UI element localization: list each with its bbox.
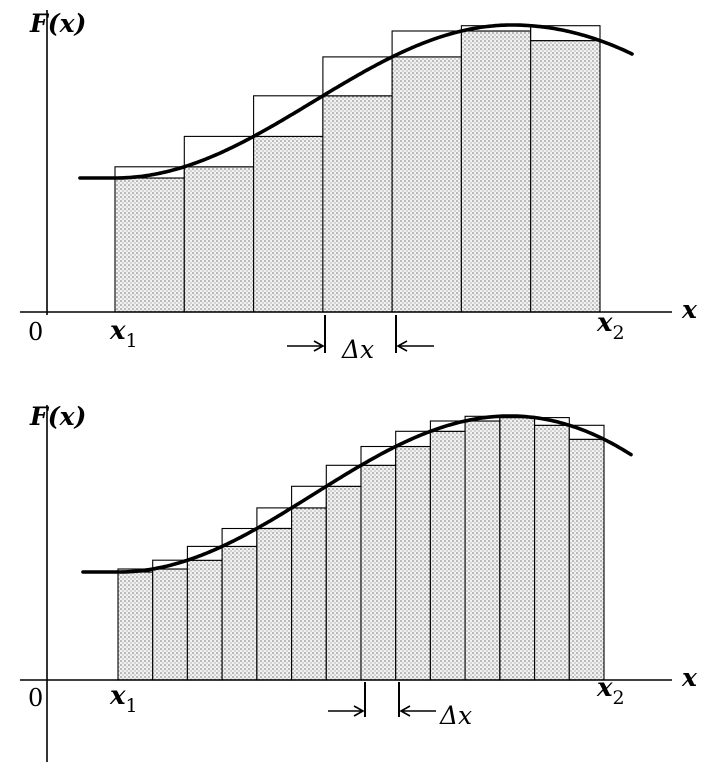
- top-rectangle-3: [253, 135, 324, 313]
- bottom-function-label: F(x): [29, 402, 86, 431]
- top-rectangle-5: [391, 56, 462, 313]
- bottom-left-arrow: [328, 705, 365, 717]
- bottom-rectangle-12: [499, 417, 536, 681]
- top-x2-label: x2: [596, 308, 625, 344]
- bottom-delta-x-label: Δx: [439, 701, 472, 730]
- bottom-rectangle-2: [152, 568, 188, 681]
- top-delta-x-marker: Δx: [287, 315, 434, 364]
- bottom-rectangle-14: [568, 438, 605, 681]
- top-rectangle-1: [114, 177, 185, 313]
- top-delta-x-label: Δx: [341, 335, 374, 364]
- top-bars: [114, 25, 601, 313]
- top-left-arrow: [287, 340, 325, 352]
- bottom-rectangle-4: [221, 545, 258, 681]
- bottom-rectangle-7: [325, 485, 362, 681]
- bottom-rectangle-6: [291, 507, 327, 681]
- bottom-x2-label: x2: [596, 673, 625, 709]
- bottom-rectangle-11: [464, 420, 501, 681]
- bottom-rectangle-10: [429, 430, 466, 681]
- top-x1-label: x1: [109, 316, 138, 352]
- bottom-rectangle-3: [186, 559, 223, 681]
- top-function-curve: [78, 23, 634, 180]
- bottom-panel: F(x) x 0 x1 x2 Δx: [20, 402, 698, 762]
- top-x-axis-label: x: [681, 295, 698, 324]
- bottom-x1-label: x1: [109, 681, 138, 717]
- top-origin-label: 0: [28, 318, 43, 346]
- bottom-rectangle-13: [534, 424, 570, 681]
- top-right-arrow: [396, 340, 434, 352]
- bottom-delta-x-marker: Δx: [328, 682, 472, 730]
- top-rectangle-6: [460, 30, 532, 313]
- bottom-x-axis-label: x: [681, 663, 698, 692]
- bottom-origin-label: 0: [28, 684, 43, 712]
- bottom-rectangle-5: [256, 527, 293, 681]
- bottom-rectangle-8: [360, 464, 397, 681]
- bottom-function-curve: [81, 414, 633, 574]
- bottom-right-arrow: [399, 705, 436, 717]
- top-panel: F(x) x 0 x1 x2 Δx: [20, 9, 698, 364]
- top-rectangle-2: [183, 166, 255, 313]
- top-rectangle-4: [322, 95, 393, 313]
- top-rectangle-7: [530, 40, 601, 313]
- bottom-rectangle-1: [117, 571, 154, 681]
- bottom-rectangle-9: [395, 445, 431, 681]
- top-function-label: F(x): [29, 9, 86, 38]
- bottom-bars: [117, 415, 605, 681]
